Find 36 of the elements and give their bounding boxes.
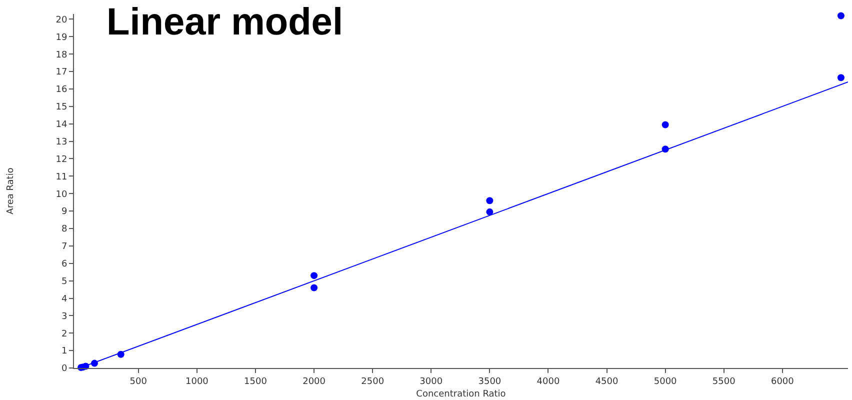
x-axis-title: Concentration Ratio bbox=[416, 390, 506, 400]
y-tick-label: 8 bbox=[61, 224, 68, 235]
y-tick-label: 10 bbox=[56, 190, 68, 200]
y-tick-label: 17 bbox=[56, 68, 68, 78]
y-tick-label: 6 bbox=[61, 260, 68, 270]
y-tick-label: 3 bbox=[61, 312, 68, 322]
x-tick-label: 6000 bbox=[770, 376, 794, 387]
x-tick-label: 3500 bbox=[478, 376, 502, 387]
y-tick-label: 19 bbox=[56, 32, 68, 43]
y-tick-label: 13 bbox=[56, 137, 68, 148]
y-tick-label: 11 bbox=[56, 172, 68, 182]
x-tick-label: 1500 bbox=[244, 376, 268, 387]
y-tick-label: 18 bbox=[56, 50, 68, 60]
x-tick-label: 1000 bbox=[185, 376, 209, 387]
x-tick-label: 5500 bbox=[712, 376, 736, 387]
chart-title: Linear model bbox=[106, 2, 343, 44]
y-tick-label: 7 bbox=[61, 242, 68, 252]
y-tick-label: 16 bbox=[56, 85, 68, 96]
x-tick-label: 4500 bbox=[595, 376, 619, 387]
y-tick-label: 20 bbox=[56, 15, 68, 26]
x-tick-label: 500 bbox=[130, 376, 148, 387]
y-tick-label: 15 bbox=[56, 102, 68, 113]
y-tick-label: 2 bbox=[61, 329, 68, 340]
x-tick-label: 5000 bbox=[654, 376, 678, 387]
x-tick-label: 2500 bbox=[361, 376, 384, 387]
y-tick-label: 9 bbox=[61, 207, 68, 218]
y-tick-label: 14 bbox=[56, 120, 68, 130]
x-tick-label: 2000 bbox=[302, 376, 326, 387]
y-tick-label: 12 bbox=[56, 154, 68, 165]
x-tick-label: 4000 bbox=[536, 376, 560, 387]
y-tick-label: 0 bbox=[61, 364, 68, 374]
y-axis-title: Area Ratio bbox=[6, 167, 16, 214]
x-tick-label: 3000 bbox=[420, 376, 443, 387]
y-tick-label: 5 bbox=[61, 276, 68, 287]
y-tick-label: 4 bbox=[61, 294, 68, 304]
y-tick-label: 1 bbox=[61, 346, 68, 357]
